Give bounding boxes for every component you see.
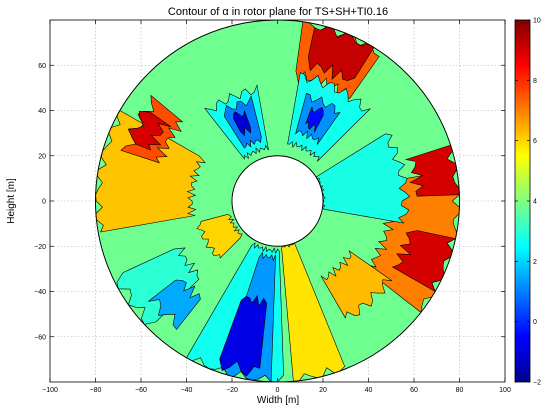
- contour-region: [316, 133, 411, 224]
- plot-frame: [49, 19, 506, 383]
- colorbar-tick-label: 10: [533, 18, 541, 25]
- contour-region: [404, 144, 460, 197]
- contour-region: [391, 230, 457, 293]
- hub-boundary: [231, 155, 324, 247]
- contour-region: [148, 279, 201, 330]
- contour-region: [233, 110, 252, 137]
- contour-region: [127, 110, 172, 151]
- contour-region: [305, 106, 324, 133]
- x-tick-label: 0: [276, 387, 280, 394]
- x-tick-label: −60: [135, 387, 147, 394]
- y-tick-label: 40: [38, 108, 46, 115]
- x-tick-label: 20: [319, 387, 327, 394]
- rotor-outer-boundary: [95, 20, 460, 382]
- x-tick-label: −20: [226, 387, 238, 394]
- chart-title: Contour of α in rotor plane for TS+SH+TI…: [168, 6, 388, 18]
- colorbar-tick-label: −2: [533, 380, 541, 387]
- contour-region: [307, 26, 375, 82]
- colorbar-tick-label: 2: [533, 259, 537, 266]
- x-tick-label: 60: [410, 387, 418, 394]
- axis-ticks: −100 −80 −60 −40 −20 0 20 40 60 80 100 −60 −40 −20 0 20…: [34, 20, 511, 394]
- colorbar-tick-label: 6: [533, 138, 537, 145]
- contour-region: [219, 295, 268, 377]
- y-tick-label: −40: [34, 289, 46, 296]
- contour-region: [116, 247, 200, 325]
- x-tick-label: −40: [181, 387, 193, 394]
- colorbar-tick-label: 8: [533, 78, 537, 85]
- contour-region: [320, 250, 393, 319]
- x-tick-label: −100: [42, 387, 58, 394]
- x-tick-label: 40: [365, 387, 373, 394]
- colorbar-ticks: −2 0 2 4 6 8 10: [515, 18, 541, 387]
- x-tick-label: −80: [90, 387, 102, 394]
- x-tick-label: 80: [456, 387, 464, 394]
- y-tick-label: −60: [34, 334, 46, 341]
- y-tick-label: 60: [38, 63, 46, 70]
- contour-region: [196, 213, 243, 259]
- x-axis-label: Width [m]: [257, 395, 299, 406]
- contour-regions: [95, 20, 460, 382]
- y-axis-label: Height [m]: [6, 178, 17, 224]
- y-tick-label: 20: [38, 153, 46, 160]
- colorbar-tick-label: 0: [533, 319, 537, 326]
- y-tick-label: −20: [34, 244, 46, 251]
- y-tick-label: 0: [42, 199, 46, 206]
- x-tick-label: 100: [499, 387, 511, 394]
- colorbar-tick-label: 4: [533, 199, 537, 206]
